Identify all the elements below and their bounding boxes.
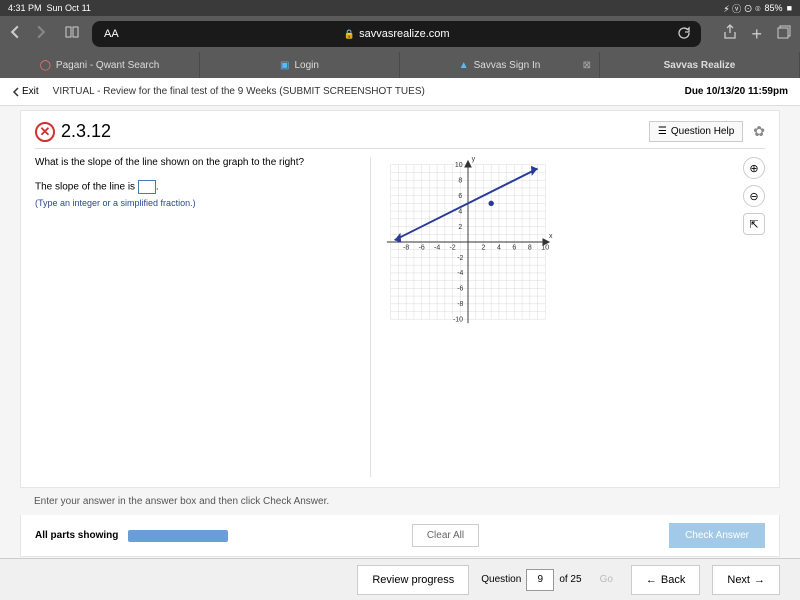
tab-savvas-signin[interactable]: ▲Savvas Sign In⊠ (400, 52, 600, 78)
battery-percent: 85% (765, 3, 783, 13)
svg-text:x: x (549, 233, 553, 240)
bookmarks-icon[interactable] (64, 25, 80, 44)
url-text: savvasrealize.com (359, 28, 449, 40)
question-number-input[interactable] (526, 569, 554, 591)
svg-text:-6: -6 (457, 286, 463, 293)
svg-text:8: 8 (458, 178, 462, 185)
question-total: of 25 (559, 574, 581, 585)
gear-icon[interactable]: ✿ (753, 123, 765, 140)
check-answer-button[interactable]: Check Answer (669, 523, 765, 548)
arrow-left-icon: ← (646, 574, 657, 586)
refresh-icon[interactable] (677, 26, 691, 43)
svg-text:6: 6 (458, 193, 462, 200)
svg-text:-8: -8 (457, 301, 463, 308)
login-icon: ▣ (280, 60, 289, 71)
status-date: Sun Oct 11 (47, 3, 91, 13)
status-bar: 4:31 PM Sun Oct 11 ⚡︎ ⓥ ⊙ ⌾ 85% ■ (0, 0, 800, 16)
tab-savvas-realize[interactable]: Savvas Realize (600, 52, 800, 78)
svg-text:10: 10 (455, 162, 463, 169)
svg-text:-2: -2 (457, 255, 463, 262)
parts-bar: All parts showing Clear All Check Answer (20, 515, 780, 557)
question-number: 2.3.12 (61, 121, 111, 142)
url-bar[interactable]: AA 🔒 savvasrealize.com (92, 21, 701, 47)
question-text: What is the slope of the line shown on t… (35, 157, 358, 168)
qwant-icon: ◯ (40, 60, 51, 71)
new-tab-icon[interactable]: + (751, 24, 762, 45)
status-time: 4:31 PM (8, 3, 42, 13)
tab-login[interactable]: ▣Login (200, 52, 400, 78)
back-button[interactable]: ←Back (631, 565, 700, 595)
svg-text:-4: -4 (457, 270, 463, 277)
svg-text:6: 6 (512, 245, 516, 252)
svg-text:8: 8 (528, 245, 532, 252)
text-size-icon[interactable]: AA (104, 28, 119, 40)
svg-text:-10: -10 (453, 317, 463, 324)
assignment-title: VIRTUAL - Review for the final test of t… (53, 86, 425, 97)
tab-bar: ◯Pagani - Qwant Search ▣Login ▲Savvas Si… (0, 52, 800, 78)
svg-text:-6: -6 (418, 245, 424, 252)
review-progress-button[interactable]: Review progress (357, 565, 469, 595)
assignment-bar: Exit VIRTUAL - Review for the final test… (0, 78, 800, 106)
svg-text:-2: -2 (449, 245, 455, 252)
incorrect-icon: ✕ (35, 122, 55, 142)
share-icon[interactable] (723, 24, 737, 45)
close-icon[interactable]: ⊠ (583, 60, 591, 71)
question-panel: ✕ 2.3.12 ☰Question Help ✿ What is the sl… (20, 110, 780, 488)
forward-arrow-icon[interactable] (34, 25, 48, 44)
answer-hint: (Type an integer or a simplified fractio… (35, 198, 358, 208)
clear-all-button[interactable]: Clear All (412, 524, 479, 547)
footer-nav: Review progress Question of 25 Go ←Back … (0, 558, 800, 600)
svg-text:4: 4 (458, 208, 462, 215)
answer-line: The slope of the line is . (35, 180, 358, 194)
lock-icon: 🔒 (344, 29, 355, 40)
svg-text:2: 2 (481, 245, 485, 252)
battery-icon: ■ (787, 3, 792, 13)
browser-toolbar: AA 🔒 savvasrealize.com + (0, 16, 800, 52)
zoom-in-icon[interactable]: ⊕ (743, 157, 765, 179)
svg-text:-4: -4 (434, 245, 440, 252)
back-arrow-icon[interactable] (8, 25, 22, 44)
svg-text:y: y (471, 157, 475, 163)
list-icon: ☰ (658, 126, 667, 137)
exit-button[interactable]: Exit (12, 86, 39, 97)
next-button[interactable]: Next→ (712, 565, 780, 595)
question-help-button[interactable]: ☰Question Help (649, 121, 743, 142)
popout-icon[interactable]: ⇱ (743, 213, 765, 235)
zoom-out-icon[interactable]: ⊖ (743, 185, 765, 207)
due-date: Due 10/13/20 11:59pm (685, 86, 788, 97)
progress-bar (128, 530, 228, 542)
svg-text:4: 4 (497, 245, 501, 252)
tab-qwant[interactable]: ◯Pagani - Qwant Search (0, 52, 200, 78)
svg-text:2: 2 (458, 224, 462, 231)
wifi-icon: ⚡︎ ⓥ ⊙ ⌾ (723, 2, 760, 15)
arrow-right-icon: → (754, 574, 765, 586)
instruction-text: Enter your answer in the answer box and … (34, 496, 786, 507)
answer-input[interactable] (138, 180, 156, 194)
question-label: Question (481, 574, 521, 585)
svg-text:10: 10 (541, 245, 549, 252)
svg-text:-8: -8 (403, 245, 409, 252)
tabs-icon[interactable] (776, 24, 792, 45)
savvas-icon: ▲ (459, 60, 469, 71)
parts-label: All parts showing (35, 530, 118, 541)
graph-plot: -8 -6 -4 -2 2 4 6 8 10 2 4 6 8 10 -2 -4 -6 -8 -10 x y (383, 157, 553, 327)
go-button[interactable]: Go (594, 570, 619, 589)
